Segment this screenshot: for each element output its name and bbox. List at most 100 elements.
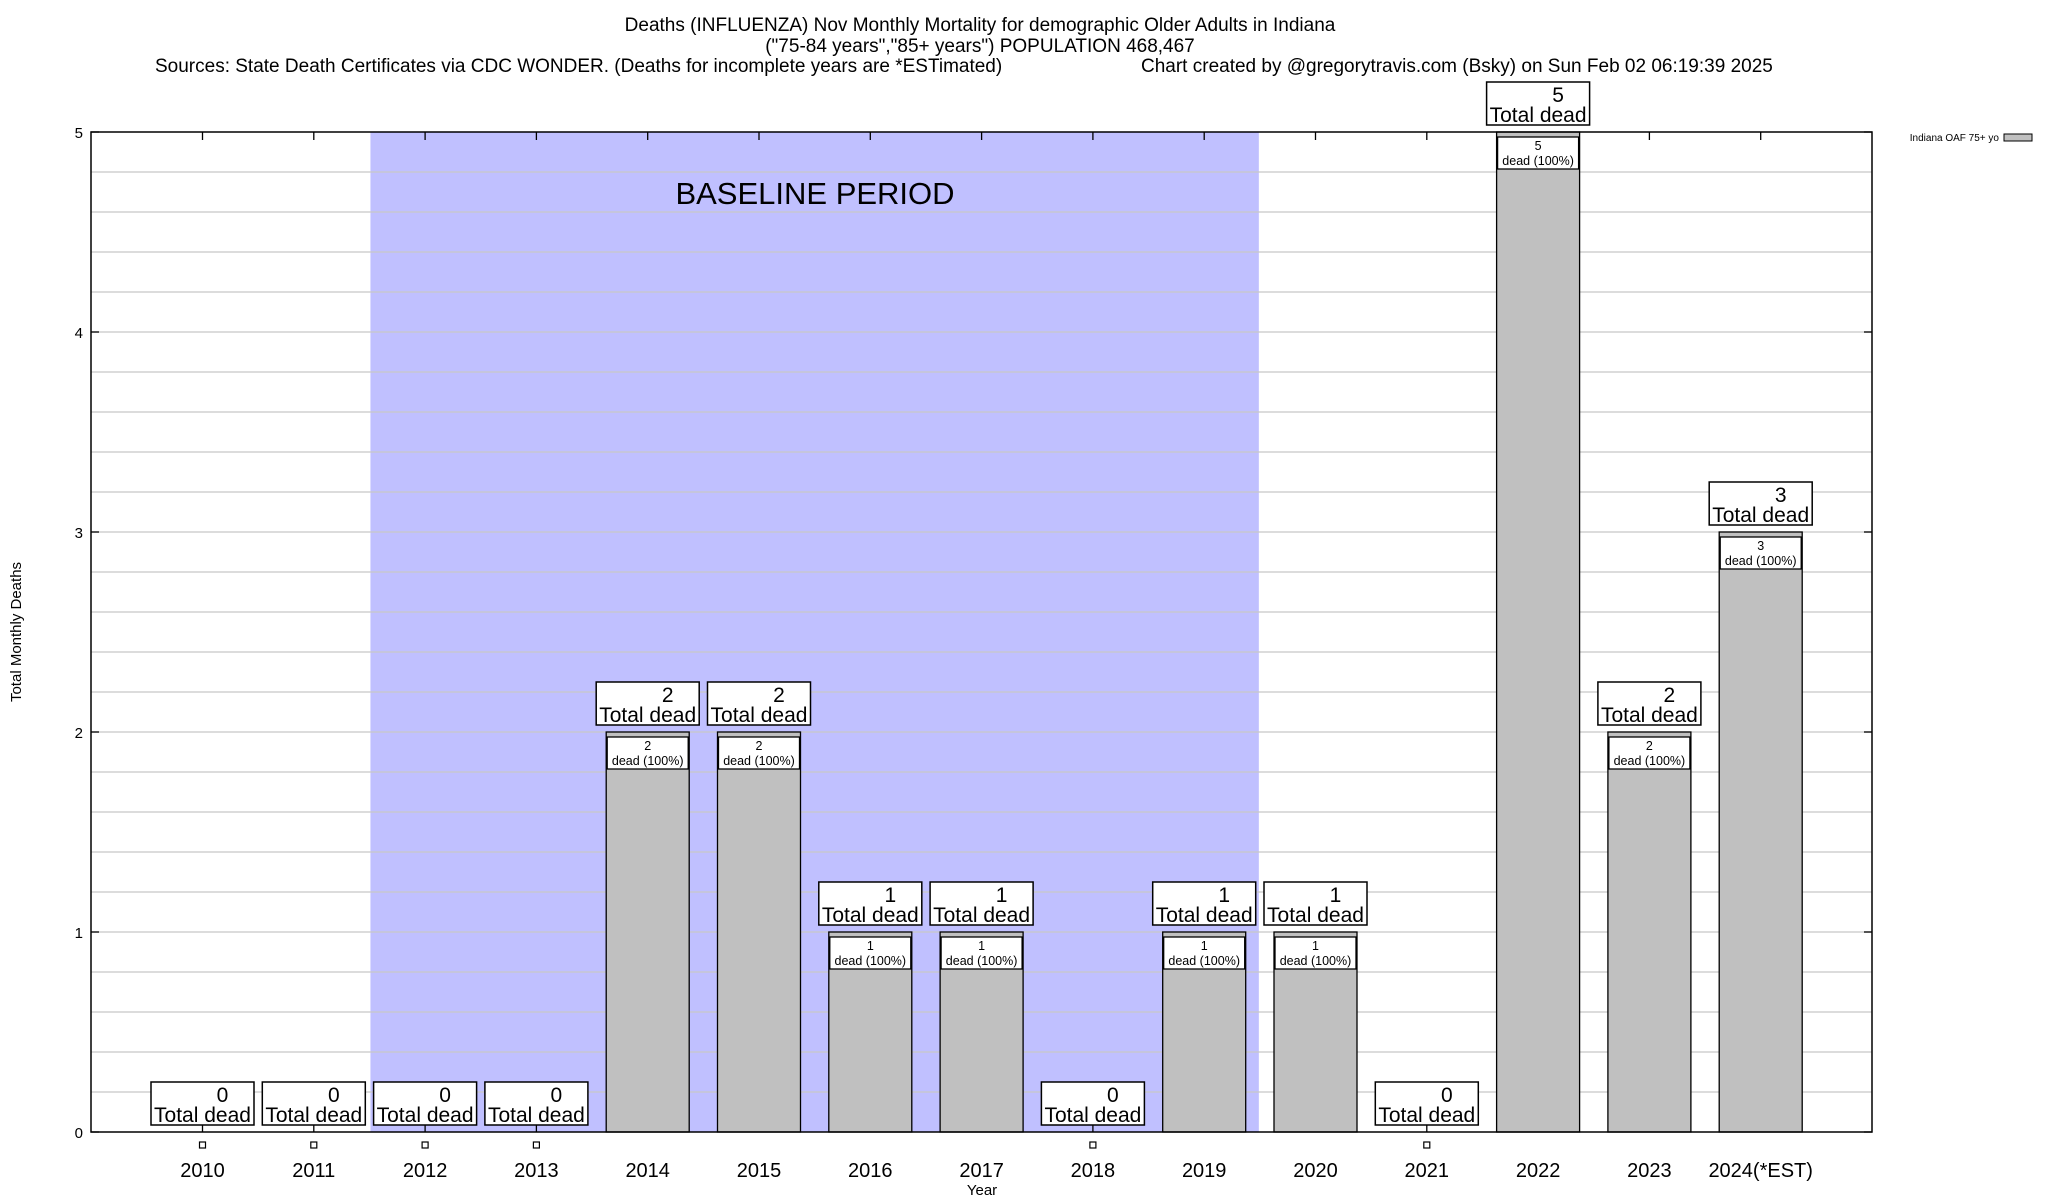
- chart-credit: Chart created by @gregorytravis.com (Bsk…: [1141, 56, 1773, 77]
- total-label-box: [1597, 681, 1702, 726]
- bar: [1607, 731, 1692, 1133]
- chart-title: Deaths (INFLUENZA) Nov Monthly Mortality…: [625, 15, 1336, 36]
- bar-inner-value: 2: [644, 739, 651, 753]
- bar-inner-label: dead (100%): [612, 754, 684, 768]
- total-label: Total dead: [1490, 104, 1587, 127]
- bar-inner-label: dead (100%): [1725, 554, 1797, 568]
- x-tick-label: 2015: [737, 1160, 782, 1182]
- total-label: Total dead: [933, 904, 1030, 927]
- x-tick-label: 2011: [292, 1160, 335, 1182]
- total-label-box: [150, 1081, 255, 1126]
- bar-inner-label: dead (100%): [835, 954, 907, 968]
- bar-inner-label: dead (100%): [723, 754, 795, 768]
- x-tick-label: 2018: [1071, 1160, 1116, 1182]
- x-tick-label: 2012: [403, 1160, 448, 1182]
- x-tick-label: 2010: [180, 1160, 225, 1182]
- bar-inner-label-box: [606, 736, 689, 770]
- total-label: Total dead: [1044, 1104, 1141, 1127]
- total-label-box: [706, 681, 812, 726]
- total-label-box: [818, 881, 923, 926]
- total-label-box: [1040, 1081, 1146, 1126]
- total-label: Total dead: [1378, 1104, 1475, 1127]
- bar: [1495, 131, 1581, 1133]
- legend-label: Indiana OAF 75+ yo: [1910, 133, 2000, 144]
- bar-inner-value: 3: [1757, 539, 1764, 553]
- total-value: 0: [1441, 1084, 1453, 1107]
- total-value: 2: [1664, 684, 1676, 707]
- x-tick-label: 2017: [959, 1160, 1004, 1182]
- bar-inner-label-box: [1608, 736, 1691, 770]
- bar-inner-value: 1: [1201, 939, 1208, 953]
- y-tick-label: 3: [75, 525, 83, 542]
- total-value: 3: [1775, 484, 1787, 507]
- total-value: 1: [884, 884, 896, 907]
- bar-inner-label-box: [1496, 136, 1580, 170]
- x-tick-label: 2022: [1516, 1160, 1561, 1182]
- x-tick-label: 2013: [514, 1160, 559, 1182]
- total-label-box: [1151, 881, 1257, 926]
- zero-marker: [421, 1141, 429, 1149]
- total-value: 1: [1218, 884, 1230, 907]
- y-tick-label: 5: [75, 125, 83, 142]
- total-value: 2: [773, 684, 785, 707]
- bar-inner-label-box: [940, 936, 1023, 970]
- total-label-box: [1708, 481, 1813, 526]
- total-value: 0: [439, 1084, 451, 1107]
- total-label: Total dead: [377, 1104, 474, 1127]
- chart-subtitle: ("75-84 years","85+ years") POPULATION 4…: [765, 36, 1195, 57]
- x-tick-label: 2023: [1627, 1160, 1672, 1182]
- y-tick-label: 4: [75, 325, 83, 342]
- zero-marker: [532, 1141, 541, 1149]
- total-label: Total dead: [1712, 504, 1809, 527]
- zero-marker: [310, 1141, 318, 1149]
- y-tick-label: 2: [75, 725, 83, 742]
- zero-marker: [1423, 1141, 1431, 1149]
- total-value: 0: [328, 1084, 340, 1107]
- y-axis-label: Total Monthly Deaths: [8, 562, 25, 702]
- bar-inner-label-box: [829, 936, 912, 970]
- bar-inner-label-box: [1274, 936, 1357, 970]
- y-tick-label: 0: [75, 1125, 83, 1142]
- bar-inner-label: dead (100%): [1502, 154, 1574, 168]
- bar-inner-label: dead (100%): [946, 954, 1018, 968]
- zero-marker: [1089, 1141, 1097, 1149]
- baseline-period-shade: [370, 132, 1259, 1132]
- total-label-box: [484, 1081, 589, 1126]
- bar-inner-value: 1: [1312, 939, 1319, 953]
- x-axis-label: Year: [967, 1182, 997, 1199]
- total-label: Total dead: [1601, 704, 1698, 727]
- bar-inner-value: 2: [756, 739, 763, 753]
- total-value: 0: [217, 1084, 229, 1107]
- bar-inner-label: dead (100%): [1280, 954, 1352, 968]
- total-label: Total dead: [822, 904, 919, 927]
- total-value: 5: [1552, 84, 1564, 107]
- bar-inner-label-box: [717, 736, 801, 770]
- bar-inner-label: dead (100%): [1168, 954, 1240, 968]
- legend-swatch: [2003, 133, 2033, 142]
- total-value: 0: [551, 1084, 563, 1107]
- total-label-box: [261, 1081, 367, 1126]
- total-label-box: [372, 1081, 478, 1126]
- bar-inner-label-box: [1719, 536, 1802, 570]
- chart-sources: Sources: State Death Certificates via CD…: [155, 56, 1002, 77]
- total-value: 2: [662, 684, 674, 707]
- total-label: Total dead: [599, 704, 696, 727]
- bar-inner-label-box: [1163, 936, 1246, 970]
- bar: [1718, 531, 1803, 1133]
- x-tick-label: 2024(*EST): [1708, 1160, 1813, 1182]
- total-label-box: [595, 681, 700, 726]
- baseline-label: BASELINE PERIOD: [675, 176, 954, 211]
- total-label: Total dead: [154, 1104, 251, 1127]
- total-label-box: [1374, 1081, 1480, 1126]
- total-label: Total dead: [711, 704, 808, 727]
- total-label: Total dead: [1156, 904, 1253, 927]
- total-label: Total dead: [1267, 904, 1364, 927]
- bar-inner-label: dead (100%): [1614, 754, 1686, 768]
- total-label-box: [929, 881, 1034, 926]
- bar-inner-value: 5: [1535, 139, 1542, 153]
- bar-inner-value: 2: [1646, 739, 1653, 753]
- bar-inner-value: 1: [867, 939, 874, 953]
- x-tick-label: 2020: [1293, 1160, 1338, 1182]
- x-tick-label: 2014: [625, 1160, 670, 1182]
